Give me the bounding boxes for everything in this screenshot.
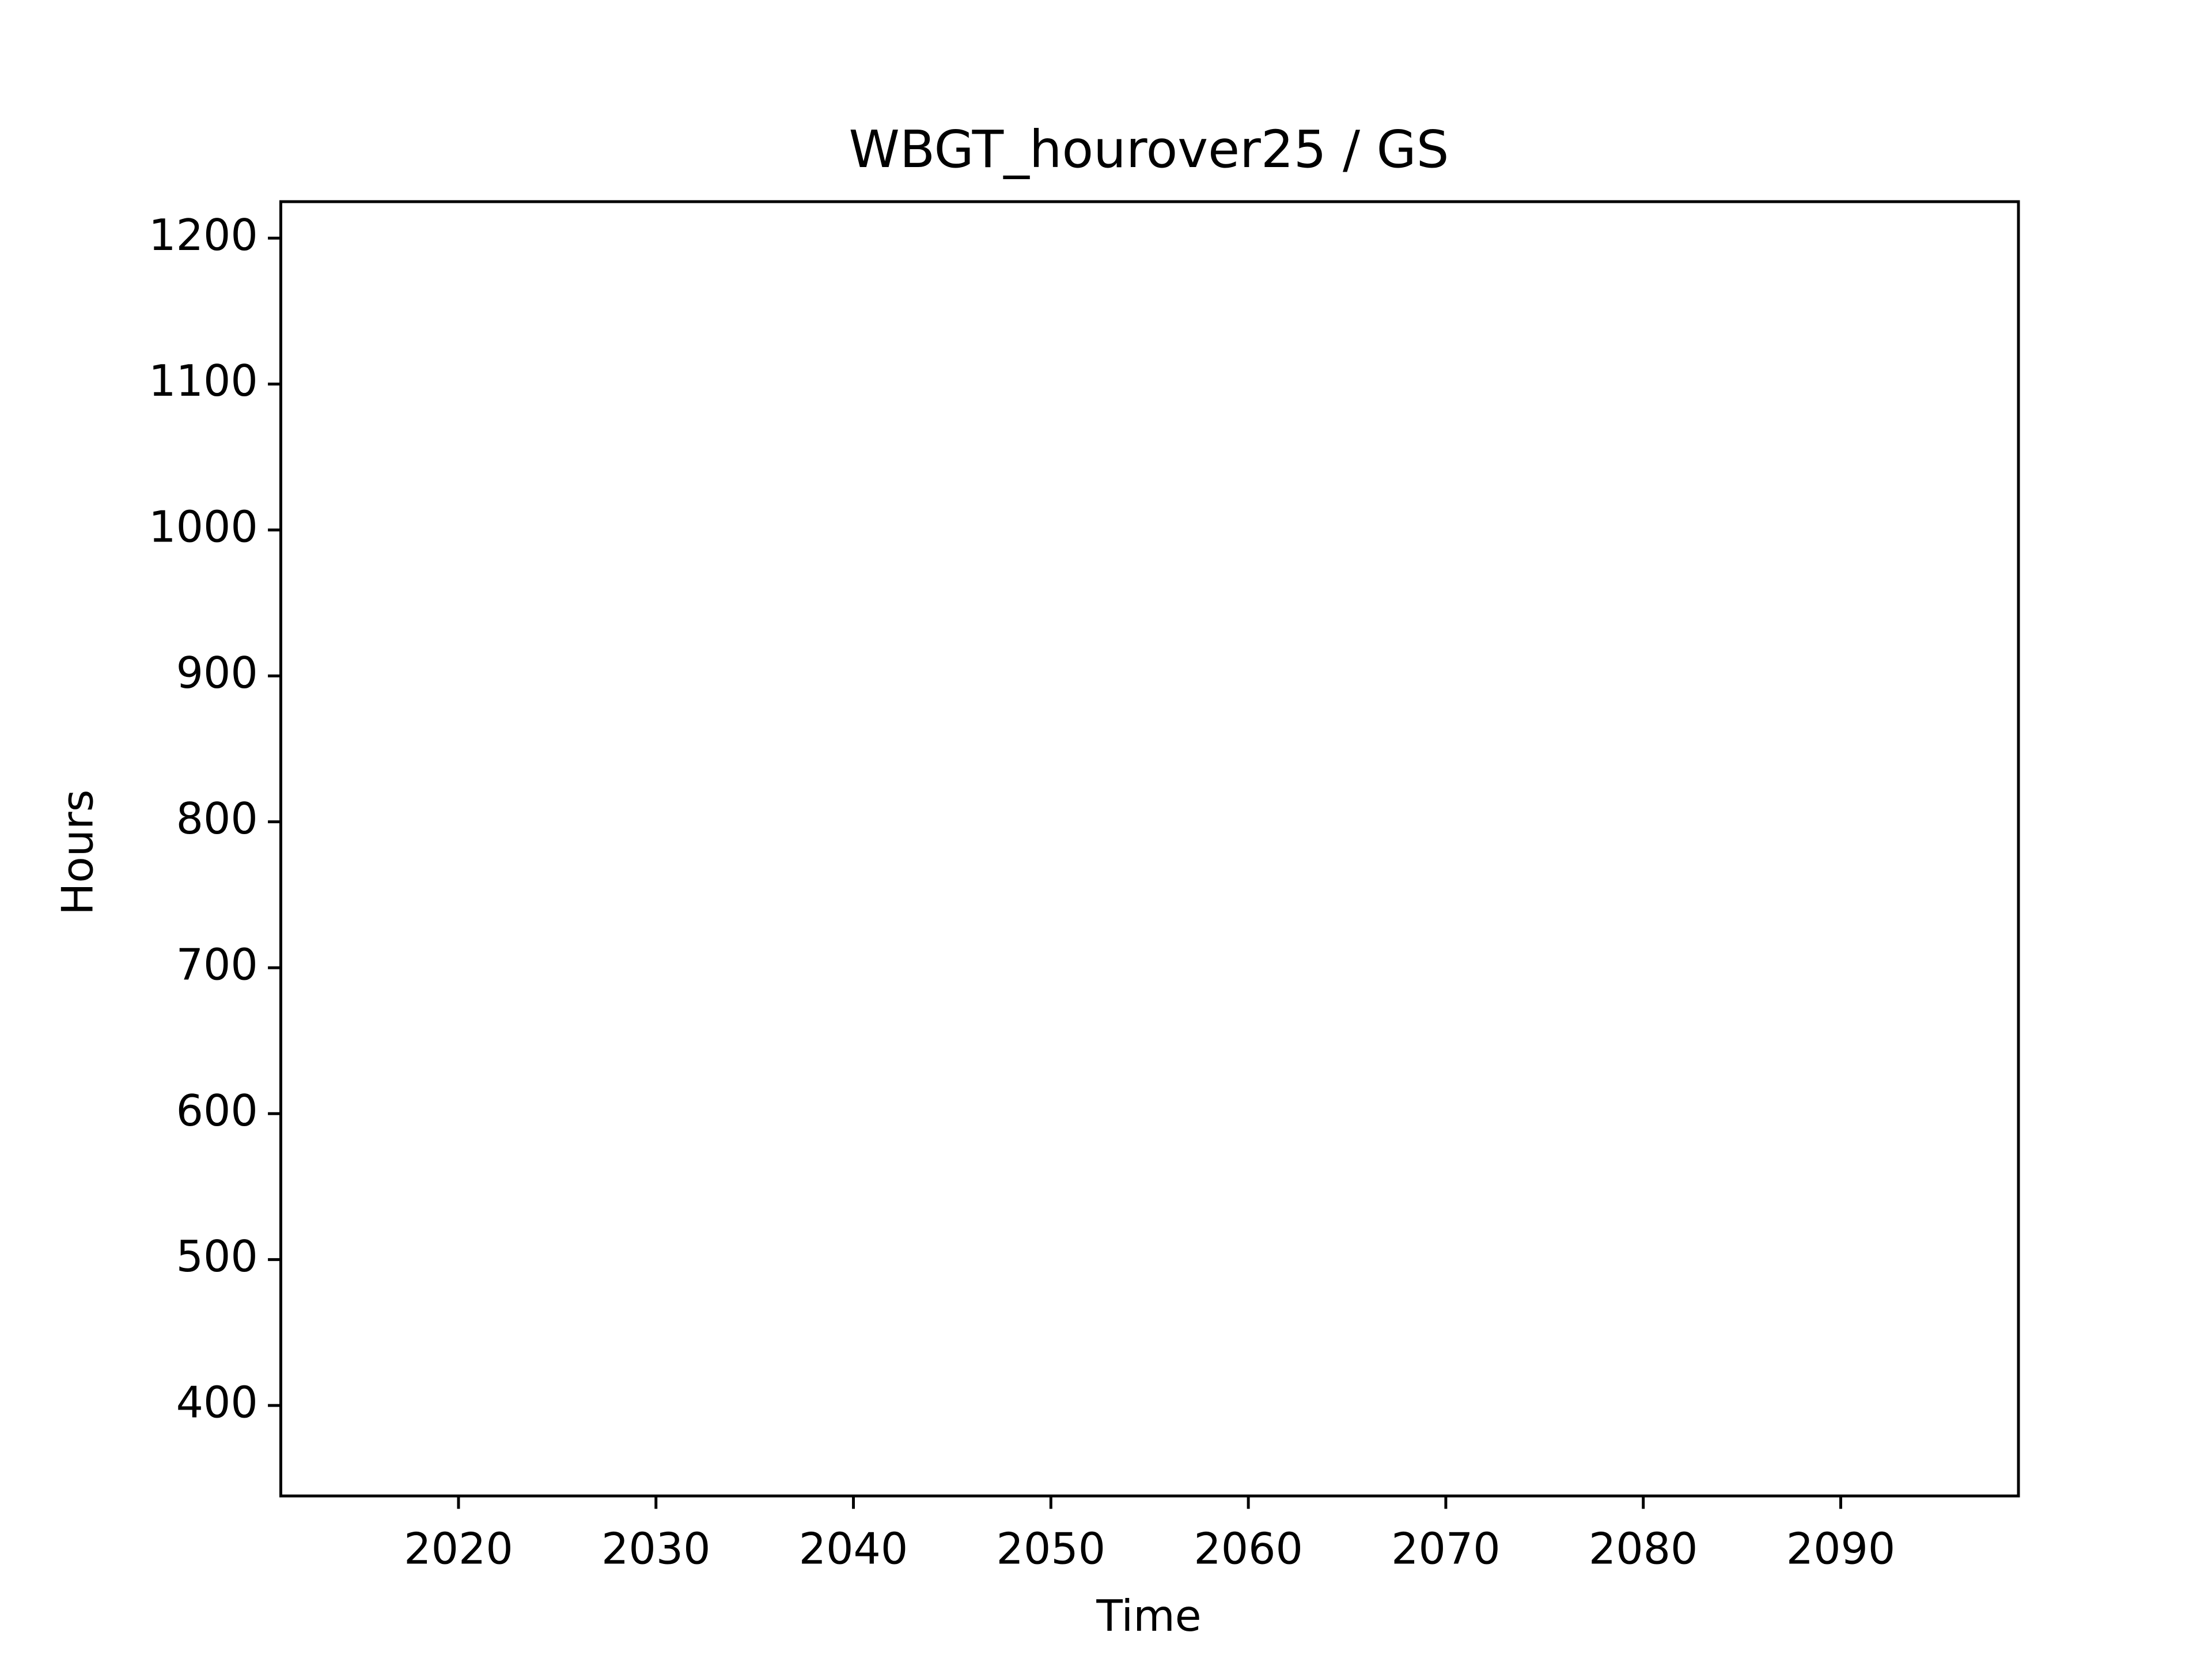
y-tick-label: 700 [176,940,258,990]
y-axis-label: Hours [52,790,103,915]
x-tick-label: 2060 [1194,1524,1303,1574]
y-tick-label: 1100 [149,356,258,406]
x-tick-label: 2050 [997,1524,1106,1574]
y-tick-label: 500 [176,1232,258,1282]
x-tick-label: 2080 [1589,1524,1698,1574]
x-tick-label: 2030 [601,1524,711,1574]
y-tick-label: 600 [176,1086,258,1136]
y-tick-label: 1200 [149,210,258,260]
x-axis-label: Time [1096,1591,1201,1641]
y-tick-label: 400 [176,1377,258,1427]
y-tick-label: 800 [176,794,258,844]
y-tick-label: 1000 [149,502,258,552]
chart-title: WBGT_hourover25 / GS [849,120,1449,180]
plot-frame [279,200,2020,1498]
x-tick-label: 2020 [404,1524,513,1574]
x-tick-label: 2070 [1391,1524,1501,1574]
y-tick-label: 900 [176,648,258,698]
x-tick-label: 2090 [1786,1524,1896,1574]
x-tick-label: 2040 [799,1524,908,1574]
